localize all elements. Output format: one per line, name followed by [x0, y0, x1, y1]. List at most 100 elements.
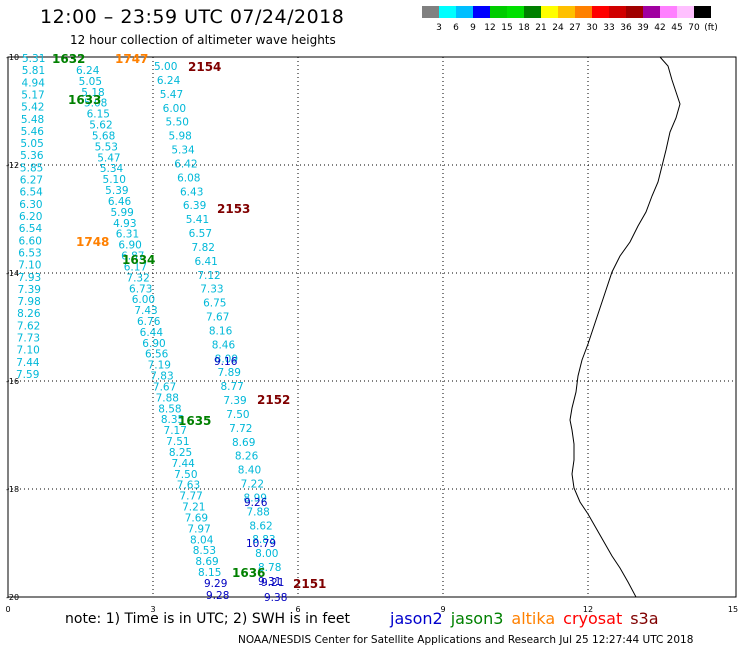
wave-height-value: 6.08	[177, 172, 200, 184]
credit-line: NOAA/NESDIS Center for Satellite Applica…	[238, 634, 694, 646]
wave-height-value: 7.43	[134, 305, 157, 317]
wave-height-value: 5.18	[81, 87, 104, 99]
x-tick-label: 12	[583, 605, 593, 614]
legend-label: 39	[637, 23, 649, 33]
legend-label: 36	[620, 23, 632, 33]
wave-height-value: 5.08	[84, 98, 107, 110]
wave-height-value: 6.27	[20, 175, 43, 187]
legend-swatch	[609, 6, 626, 18]
legend-label: 3	[436, 23, 442, 33]
wave-height-value: 7.12	[197, 270, 220, 282]
legend-label: 70	[688, 23, 700, 33]
wave-height-value: 9.38	[264, 592, 287, 604]
legend-label: 9	[470, 23, 476, 33]
y-tick-label: -14	[6, 269, 19, 278]
wave-height-value: 9.29	[204, 578, 227, 590]
map-title: 12:00 – 23:59 UTC 07/24/2018	[40, 6, 345, 28]
wave-height-value: 8.53	[193, 545, 216, 557]
x-tick-label: 9	[440, 605, 445, 614]
satellite-jason3: jason3	[450, 609, 504, 628]
wave-height-value: 8.78	[258, 562, 281, 574]
color-scale-legend: 3 6 9 12 15 18 21 24 27 30 33 36 39 42 45 70 (ft)	[422, 6, 740, 36]
x-tick-label: 0	[5, 605, 10, 614]
wave-height-value: 6.60	[19, 235, 42, 247]
wave-height-value: 6.44	[140, 327, 164, 339]
legend-swatch	[456, 6, 473, 18]
legend-label: 12	[484, 23, 496, 33]
wave-height-value: 5.85	[20, 162, 43, 174]
wave-height-value: 7.44	[171, 458, 195, 470]
pass-time-label: 1748	[76, 235, 109, 249]
map-frame	[7, 56, 737, 598]
wave-height-value: 6.56	[145, 349, 169, 361]
wave-height-value: 7.51	[166, 436, 189, 448]
wave-height-value: 6.41	[194, 256, 217, 268]
wave-height-value: 8.40	[238, 465, 261, 477]
wave-height-value: 5.42	[21, 102, 44, 114]
wave-height-value: 8.25	[169, 447, 192, 459]
wave-height-value: 7.39	[18, 284, 41, 296]
wave-height-value: 7.50	[174, 469, 197, 481]
wave-height-value: 6.73	[129, 283, 152, 295]
wave-height-value: 6.20	[19, 211, 42, 223]
wave-height-value: 7.10	[18, 260, 41, 272]
pass-time-label: 1634	[122, 253, 155, 267]
footer-note: note: 1) Time is in UTC; 2) SWH is in fe…	[65, 611, 351, 627]
legend-label: 18	[518, 23, 530, 33]
wave-height-value: 7.21	[182, 502, 205, 514]
wave-height-value: 5.98	[168, 131, 191, 143]
wave-height-value: 7.32	[126, 272, 149, 284]
legend-label: (ft)	[704, 23, 718, 33]
wave-height-value: 5.81	[22, 65, 45, 77]
wave-height-value: 9.21	[261, 577, 284, 589]
wave-height-value: 8.09	[215, 353, 238, 365]
wave-height-value: 8.04	[190, 534, 214, 546]
y-tick-label: -20	[6, 593, 19, 602]
legend-labels: 3 6 9 12 15 18 21 24 27 30 33 36 39 42 45 70 (ft)	[422, 23, 740, 35]
wave-height-value: 7.89	[218, 367, 241, 379]
wave-height-value: 8.46	[212, 339, 236, 351]
pass-time-label: 1635	[178, 414, 211, 428]
x-tick-label: 6	[295, 605, 300, 614]
wave-height-value: 9.31	[258, 576, 281, 588]
wave-height-value: 5.00	[154, 61, 177, 73]
legend-swatch	[677, 6, 694, 18]
wave-height-value: 7.93	[18, 272, 41, 284]
wave-height-value: 9.26	[244, 497, 268, 509]
wave-height-value: 6.53	[18, 247, 41, 259]
wave-height-value: 5.47	[97, 152, 120, 164]
legend-label: 27	[569, 23, 581, 33]
wave-height-value: 5.34	[100, 163, 124, 175]
wave-height-value: 7.33	[200, 284, 223, 296]
wave-height-value: 5.17	[21, 89, 44, 101]
legend-label: 21	[535, 23, 547, 33]
legend-swatch	[660, 6, 677, 18]
wave-height-value: 6.42	[174, 158, 197, 170]
legend-swatch	[558, 6, 575, 18]
wave-height-value: 6.24	[157, 75, 181, 87]
wave-height-value: 6.90	[118, 240, 141, 252]
wave-height-value: 7.77	[179, 491, 202, 503]
wave-height-value: 6.87	[121, 251, 144, 263]
wave-height-value: 8.83	[252, 534, 275, 546]
wave-height-value: 6.30	[19, 199, 42, 211]
wave-height-value: 6.75	[203, 298, 226, 310]
y-tick-label: -16	[6, 377, 19, 386]
wave-height-value: 6.90	[142, 338, 165, 350]
wave-height-value: 5.68	[92, 130, 115, 142]
wave-height-value: 5.39	[105, 185, 128, 197]
pass-time-label: 2152	[257, 393, 290, 407]
wave-height-value: 5.34	[171, 145, 195, 157]
wave-height-value: 7.17	[164, 425, 187, 437]
wave-height-value: 5.41	[186, 214, 209, 226]
y-tick-label: -18	[6, 485, 19, 494]
wave-height-value: 7.69	[185, 512, 208, 524]
wave-height-value: 8.58	[158, 403, 181, 415]
legend-label: 30	[586, 23, 598, 33]
wave-height-value: 7.82	[192, 242, 215, 254]
wave-height-values: 5.315.814.945.175.425.485.465.055.365.85…	[16, 53, 287, 604]
wave-height-value: 5.46	[21, 126, 45, 138]
pass-time-label: 2154	[188, 60, 221, 74]
wave-height-value: 8.00	[255, 548, 278, 560]
